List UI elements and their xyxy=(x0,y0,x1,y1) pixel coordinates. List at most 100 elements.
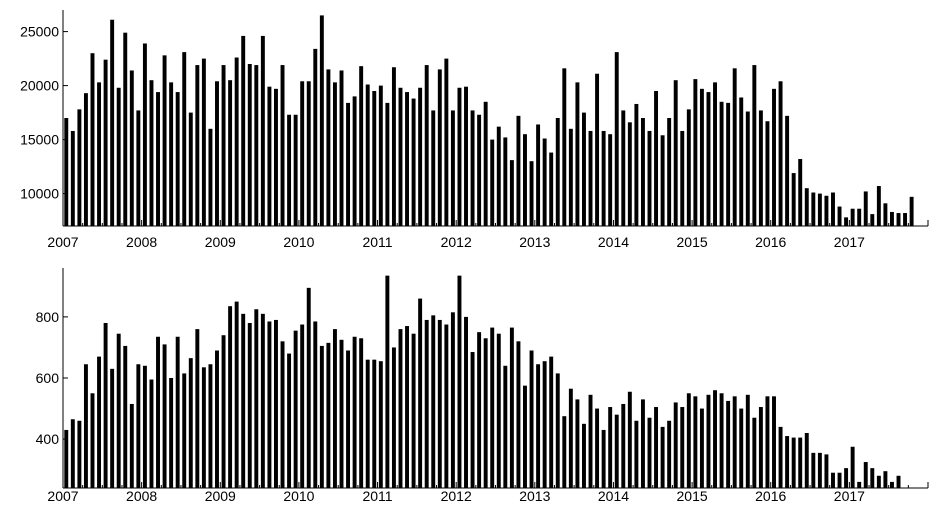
bar xyxy=(431,315,436,488)
x-tick-label: 2012 xyxy=(441,234,472,250)
bar xyxy=(182,373,187,488)
bar xyxy=(293,330,298,488)
bar xyxy=(765,121,770,226)
bar xyxy=(595,73,600,226)
bar xyxy=(274,319,278,488)
bar xyxy=(372,359,377,488)
bar xyxy=(156,92,160,226)
bar xyxy=(765,396,770,488)
bar xyxy=(70,419,75,488)
bar xyxy=(542,138,547,226)
bar xyxy=(332,329,337,488)
bar xyxy=(365,359,370,488)
bar xyxy=(306,287,311,488)
x-tick-label: 2013 xyxy=(519,234,550,250)
x-tick-label: 2008 xyxy=(126,234,157,250)
bar xyxy=(247,64,252,226)
bar xyxy=(156,336,160,488)
bar xyxy=(778,81,783,226)
bar xyxy=(188,358,193,488)
bar xyxy=(693,396,698,488)
bar xyxy=(555,373,560,488)
bar xyxy=(201,367,206,488)
bar xyxy=(64,118,69,226)
bar xyxy=(175,92,180,226)
bar xyxy=(477,332,482,488)
chart-panel-2: 400 600 800 2007 2008 2009 2010 2011 2012 2013 201… xyxy=(36,268,929,504)
bar xyxy=(483,101,488,226)
x-tick-label: 2010 xyxy=(283,234,314,250)
bar xyxy=(824,195,829,226)
bar xyxy=(398,329,403,488)
bar xyxy=(876,475,881,488)
bar xyxy=(804,433,809,488)
bar xyxy=(699,408,704,488)
x-tick-label: 2014 xyxy=(598,488,629,504)
bar xyxy=(365,84,370,227)
y-tick-label: 20000 xyxy=(20,78,59,94)
bar xyxy=(575,82,580,226)
bar xyxy=(247,323,252,488)
bar xyxy=(346,102,351,226)
bar xyxy=(791,173,796,226)
bar xyxy=(608,407,613,488)
bar xyxy=(169,378,174,488)
bar xyxy=(621,403,626,488)
bar xyxy=(719,393,724,488)
bar xyxy=(614,414,619,488)
bar xyxy=(542,361,547,488)
bar xyxy=(169,82,174,226)
bar xyxy=(785,115,790,226)
bar xyxy=(260,313,265,488)
bar xyxy=(234,57,239,226)
bar xyxy=(837,206,842,226)
bar xyxy=(64,429,69,488)
bar xyxy=(254,309,259,488)
x-tick-label: 2015 xyxy=(677,488,708,504)
bar xyxy=(627,122,632,226)
bar xyxy=(378,361,383,488)
bar xyxy=(313,321,318,488)
bar xyxy=(837,472,842,488)
bar xyxy=(418,87,423,226)
bar xyxy=(274,88,278,226)
x-tick-label: 2017 xyxy=(834,234,865,250)
bar xyxy=(608,134,613,226)
bar xyxy=(188,112,193,226)
bar xyxy=(372,91,377,226)
bar xyxy=(509,327,514,488)
bar xyxy=(267,86,272,227)
bar xyxy=(523,134,527,226)
bar xyxy=(385,102,390,226)
bar xyxy=(385,275,390,488)
bar xyxy=(110,368,115,488)
bar xyxy=(136,110,141,226)
bar xyxy=(699,88,704,226)
bar xyxy=(162,344,167,488)
bar xyxy=(758,407,763,488)
bar xyxy=(450,110,455,226)
bar xyxy=(391,347,396,488)
bar xyxy=(739,408,744,488)
bar xyxy=(634,103,639,226)
bar xyxy=(424,65,429,226)
bar xyxy=(97,356,102,488)
bar xyxy=(824,454,829,488)
bar xyxy=(706,92,711,226)
bar xyxy=(634,420,639,488)
bar xyxy=(215,81,219,226)
bar xyxy=(903,213,908,226)
bar xyxy=(483,338,488,488)
bar xyxy=(647,130,652,226)
bar xyxy=(411,98,416,226)
bar xyxy=(588,394,593,488)
bar xyxy=(136,364,141,488)
bar xyxy=(568,128,573,226)
bar xyxy=(798,437,803,488)
bar xyxy=(457,275,462,488)
bar xyxy=(221,335,226,488)
bar xyxy=(398,87,403,226)
bar xyxy=(496,333,501,488)
bar xyxy=(673,402,678,488)
